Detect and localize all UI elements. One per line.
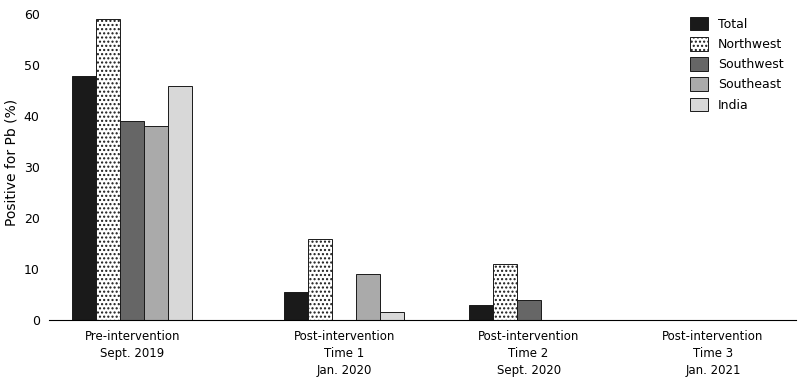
Y-axis label: Positive for Pb (%): Positive for Pb (%) [4, 99, 18, 226]
Bar [308, 239, 332, 320]
Bar [73, 75, 97, 320]
Bar [469, 305, 493, 320]
Bar [285, 292, 308, 320]
Bar [168, 86, 192, 320]
Bar [97, 19, 120, 320]
Bar [493, 264, 517, 320]
Bar [517, 300, 541, 320]
Legend: Total, Northwest, Southwest, Southeast, India: Total, Northwest, Southwest, Southeast, … [684, 10, 790, 118]
Bar [120, 122, 144, 320]
Bar [144, 126, 168, 320]
Bar [380, 312, 404, 320]
Bar [356, 274, 380, 320]
